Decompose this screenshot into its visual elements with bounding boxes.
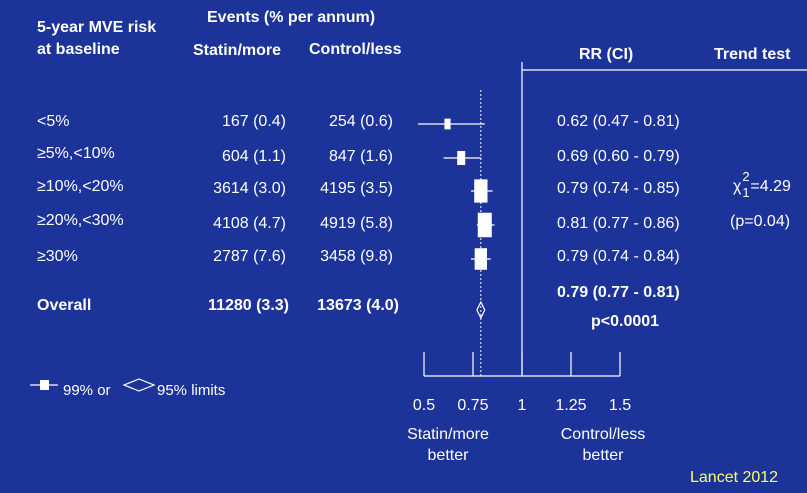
favours-control-line2: better xyxy=(582,447,624,464)
row-rr: 0.79 (0.74 - 0.85) xyxy=(557,180,680,197)
row-label: <5% xyxy=(37,113,70,130)
trend-chi-square: χ 2 1 =4.29 xyxy=(733,169,791,200)
row-label: ≥30% xyxy=(37,248,78,265)
row-rr: 0.62 (0.47 - 0.81) xyxy=(557,113,680,130)
legend-text-95: 95% limits xyxy=(157,382,226,399)
overall-p-value: p<0.0001 xyxy=(591,313,660,330)
favours-statin-line2: better xyxy=(427,447,469,464)
chi-value: =4.29 xyxy=(750,178,791,195)
row-label: ≥20%,<30% xyxy=(37,212,124,229)
row-control: 847 (1.6) xyxy=(328,148,393,165)
legend-text-99: 99% or xyxy=(63,382,111,399)
x-tick-label: 1.5 xyxy=(609,397,631,414)
overall-label: Overall xyxy=(37,297,92,314)
favours-control-line1: Control/less xyxy=(560,426,646,443)
trend-p-value: (p=0.04) xyxy=(730,213,791,230)
estimate-box xyxy=(457,150,466,166)
row-rr: 0.69 (0.60 - 0.79) xyxy=(557,148,680,165)
estimate-box xyxy=(474,179,488,203)
row-control: 4919 (5.8) xyxy=(320,215,393,232)
overall-statin: 11280 (3.3) xyxy=(208,297,289,314)
chi-subscript: 1 xyxy=(742,185,750,200)
control-header: Control/less xyxy=(309,41,402,58)
overall-control: 13673 (4.0) xyxy=(317,297,399,314)
statin-header: Statin/more xyxy=(193,42,282,59)
legend-box-icon xyxy=(40,380,49,390)
overall-diamond xyxy=(476,300,486,320)
x-tick-label: 0.5 xyxy=(413,397,435,414)
estimate-box xyxy=(477,212,492,238)
row-label: ≥5%,<10% xyxy=(37,145,115,162)
overall-rr: 0.79 (0.77 - 0.81) xyxy=(557,284,680,301)
row-statin: 4108 (4.7) xyxy=(213,215,286,232)
estimate-box xyxy=(474,248,487,270)
row-statin: 167 (0.4) xyxy=(221,113,286,130)
chi-superscript: 2 xyxy=(742,169,750,184)
row-control: 254 (0.6) xyxy=(328,113,393,130)
row-control: 4195 (3.5) xyxy=(320,180,393,197)
x-tick-label: 1 xyxy=(518,397,527,414)
chi-symbol: χ xyxy=(733,178,742,195)
row-label: ≥10%,<20% xyxy=(37,178,124,195)
row-rr: 0.81 (0.77 - 0.86) xyxy=(557,215,680,232)
row-statin: 2787 (7.6) xyxy=(213,248,286,265)
trend-header: Trend test xyxy=(714,46,791,63)
legend-diamond-icon xyxy=(122,378,156,392)
favours-statin-line1: Statin/more xyxy=(407,426,489,443)
events-header: Events (% per annum) xyxy=(207,9,376,26)
source-citation: Lancet 2012 xyxy=(690,469,779,486)
rr-header: RR (CI) xyxy=(579,46,634,63)
row-control: 3458 (9.8) xyxy=(320,248,393,265)
row-rr: 0.79 (0.74 - 0.84) xyxy=(557,248,680,265)
risk-header-line2: at baseline xyxy=(37,41,120,58)
x-tick-label: 1.25 xyxy=(555,397,586,414)
row-statin: 604 (1.1) xyxy=(221,148,286,165)
risk-header-line1: 5-year MVE risk xyxy=(37,19,157,36)
estimate-box xyxy=(444,118,451,130)
row-statin: 3614 (3.0) xyxy=(213,180,286,197)
x-tick-label: 0.75 xyxy=(457,397,488,414)
